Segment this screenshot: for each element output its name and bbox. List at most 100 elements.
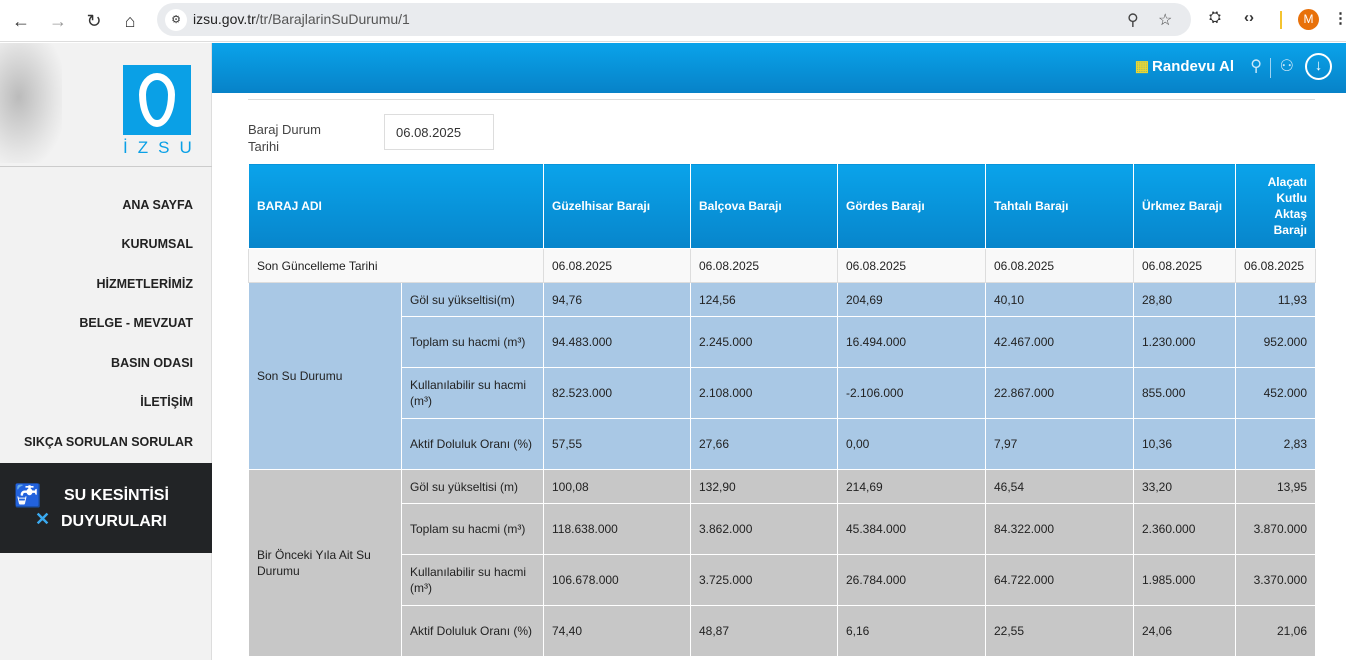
menu-iletisim[interactable]: İLETİŞİM bbox=[140, 395, 193, 409]
izsu-logo[interactable] bbox=[123, 65, 191, 135]
metric-value: 106.678.000 bbox=[543, 554, 691, 606]
divider bbox=[1280, 11, 1282, 29]
menu-hizmetlerimiz[interactable]: HİZMETLERİMİZ bbox=[96, 277, 193, 291]
column-header: BARAJ ADI bbox=[248, 163, 544, 249]
table-row: Son Su Durumu Göl su yükseltisi(m) 94,76 12… bbox=[248, 282, 1316, 470]
home-icon[interactable]: ⌂ bbox=[124, 11, 136, 31]
metric-value: 13,95 bbox=[1235, 469, 1316, 504]
metric-value: 28,80 bbox=[1133, 282, 1236, 317]
metric-value: 2.245.000 bbox=[690, 316, 838, 368]
metric-value: 57,55 bbox=[543, 418, 691, 470]
metric-value: 1.985.000 bbox=[1133, 554, 1236, 606]
menu-ana-sayfa[interactable]: ANA SAYFA bbox=[122, 198, 193, 212]
metric-value: 118.638.000 bbox=[543, 503, 691, 555]
url-path: /tr/BarajlarinSuDurumu/1 bbox=[255, 11, 410, 27]
metric-value: 11,93 bbox=[1235, 282, 1316, 317]
metric-value: 124,56 bbox=[690, 282, 838, 317]
search-icon[interactable]: ⚲ bbox=[1250, 58, 1262, 75]
water-outage-banner[interactable]: 🚰 ✕ SU KESİNTİSİ DUYURULARI bbox=[0, 463, 212, 553]
metric-value: 952.000 bbox=[1235, 316, 1316, 368]
menu-belge-mevzuat[interactable]: BELGE - MEVZUAT bbox=[79, 316, 193, 330]
metric-value: 1.230.000 bbox=[1133, 316, 1236, 368]
metric-label: Aktif Doluluk Oranı (%) bbox=[401, 418, 544, 470]
metric-value: 2,83 bbox=[1235, 418, 1316, 470]
metric-label: Toplam su hacmi (m³) bbox=[401, 316, 544, 368]
calendar-icon: ▦ bbox=[1134, 58, 1150, 75]
randevu-label: Randevu Al bbox=[1152, 58, 1234, 75]
menu-basin-odasi[interactable]: BASIN ODASI bbox=[111, 356, 193, 370]
profile-avatar[interactable]: M bbox=[1298, 9, 1319, 30]
water-drop-icon: ✕ bbox=[35, 509, 51, 529]
download-icon[interactable]: ↓ bbox=[1305, 53, 1332, 80]
site-info-icon[interactable]: ⚙ bbox=[165, 9, 187, 31]
metric-value: 0,00 bbox=[837, 418, 986, 470]
metric-value: 452.000 bbox=[1235, 367, 1316, 419]
metric-value: 94.483.000 bbox=[543, 316, 691, 368]
column-header: Balçova Barajı bbox=[690, 163, 838, 249]
metric-value: 45.384.000 bbox=[837, 503, 986, 555]
metric-value: 3.862.000 bbox=[690, 503, 838, 555]
column-header: Alaçatı Kutlu Aktaş Barajı bbox=[1235, 163, 1316, 249]
metric-value: 2.108.000 bbox=[690, 367, 838, 419]
metric-value: 94,76 bbox=[543, 282, 691, 317]
metric-value: 33,20 bbox=[1133, 469, 1236, 504]
metric-value: 3.370.000 bbox=[1235, 554, 1316, 606]
site-header: ▦ Randevu Al ⚲ ⚇ ↓ bbox=[212, 43, 1346, 93]
metric-value: 26.784.000 bbox=[837, 554, 986, 606]
user-icon[interactable]: ⚇ bbox=[1279, 58, 1294, 75]
table-row: Kullanılabilir su hacmi (m³) 106.678.000 3… bbox=[249, 554, 1316, 606]
metric-value: 6,16 bbox=[837, 605, 986, 657]
metric-value: 10,36 bbox=[1133, 418, 1236, 470]
metric-label: Kullanılabilir su hacmi (m³) bbox=[401, 554, 544, 606]
incognito-icon[interactable]: ⛭ bbox=[1209, 9, 1222, 26]
metric-label: Göl su yükseltisi (m) bbox=[401, 469, 544, 504]
metric-label: Aktif Doluluk Oranı (%) bbox=[401, 605, 544, 657]
outage-title: SU KESİNTİSİ bbox=[64, 487, 169, 504]
update-date: 06.08.2025 bbox=[1235, 248, 1316, 283]
metric-value: 64.722.000 bbox=[985, 554, 1134, 606]
divider bbox=[1270, 58, 1271, 78]
metric-label: Göl su yükseltisi(m) bbox=[401, 282, 544, 317]
table-row: Aktif Doluluk Oranı (%) 57,55 27,66 0,00 7,9… bbox=[249, 418, 1316, 470]
randevu-button[interactable]: ▦ Randevu Al bbox=[1135, 57, 1234, 75]
metric-label: Kullanılabilir su hacmi (m³) bbox=[401, 367, 544, 419]
update-row: Son Güncelleme Tarihi 06.08.2025 06.08.202… bbox=[248, 248, 1316, 283]
back-icon[interactable]: ← bbox=[12, 11, 30, 31]
metric-value: 84.322.000 bbox=[985, 503, 1134, 555]
faucet-icon: 🚰 bbox=[14, 483, 42, 508]
bookmark-star-icon[interactable]: ☆ bbox=[1158, 12, 1173, 29]
menu-kebab-icon[interactable]: ⋮ bbox=[1333, 10, 1346, 27]
metric-value: 100,08 bbox=[543, 469, 691, 504]
menu-kurumsal[interactable]: KURUMSAL bbox=[121, 237, 193, 251]
address-bar[interactable]: ⚙ izsu.gov.tr/tr/BarajlarinSuDurumu/1 ⚲ … bbox=[157, 3, 1191, 36]
metric-value: 3.870.000 bbox=[1235, 503, 1316, 555]
update-date: 06.08.2025 bbox=[543, 248, 691, 283]
metric-label: Toplam su hacmi (m³) bbox=[401, 503, 544, 555]
metric-value: 214,69 bbox=[837, 469, 986, 504]
metric-value: 204,69 bbox=[837, 282, 986, 317]
column-header: Tahtalı Barajı bbox=[985, 163, 1134, 249]
forward-icon[interactable]: → bbox=[49, 11, 67, 31]
menu-sss[interactable]: SIKÇA SORULAN SORULAR bbox=[24, 435, 193, 449]
metric-value: 46,54 bbox=[985, 469, 1134, 504]
date-label: Baraj Durum Tarihi bbox=[248, 122, 321, 154]
table-row: Kullanılabilir su hacmi (m³) 82.523.000 2.… bbox=[249, 367, 1316, 419]
divider bbox=[248, 99, 1315, 100]
metric-value: 22.867.000 bbox=[985, 367, 1134, 419]
ataturk-portrait bbox=[0, 43, 62, 163]
section-title: Son Su Durumu bbox=[248, 282, 402, 470]
metric-value: 82.523.000 bbox=[543, 367, 691, 419]
metric-value: -2.106.000 bbox=[837, 367, 986, 419]
column-header: Ürkmez Barajı bbox=[1133, 163, 1236, 249]
metric-value: 42.467.000 bbox=[985, 316, 1134, 368]
reload-icon[interactable]: ↻ bbox=[86, 11, 102, 31]
metric-value: 855.000 bbox=[1133, 367, 1236, 419]
metric-value: 74,40 bbox=[543, 605, 691, 657]
metric-value: 21,06 bbox=[1235, 605, 1316, 657]
metric-value: 40,10 bbox=[985, 282, 1134, 317]
metric-value: 2.360.000 bbox=[1133, 503, 1236, 555]
date-input[interactable]: 06.08.2025 bbox=[384, 114, 494, 150]
metric-value: 16.494.000 bbox=[837, 316, 986, 368]
zoom-icon[interactable]: ⚲ bbox=[1127, 12, 1139, 29]
code-icon[interactable]: ‹› bbox=[1244, 9, 1254, 26]
